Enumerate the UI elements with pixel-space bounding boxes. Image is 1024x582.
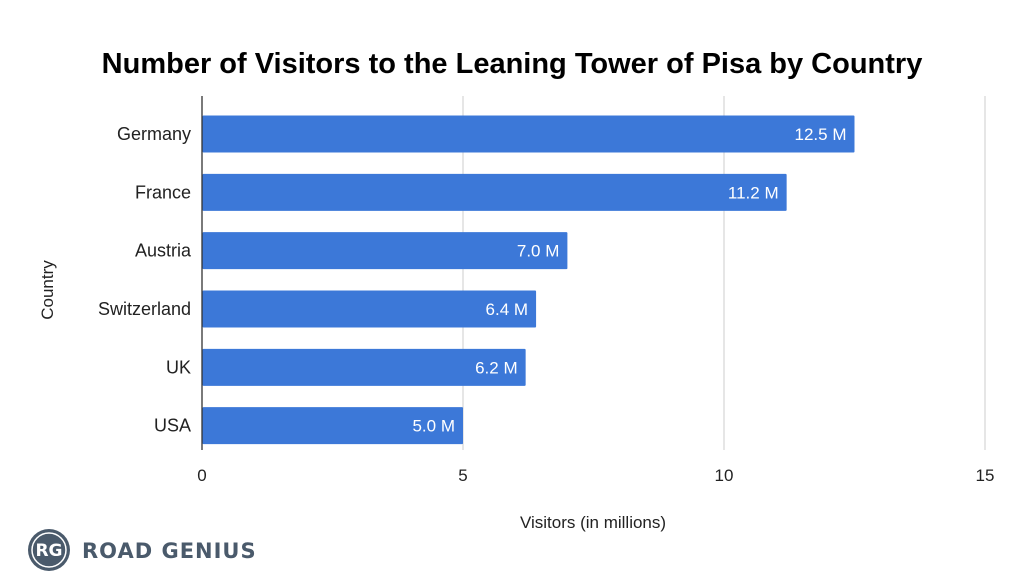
bar-austria	[202, 232, 568, 270]
category-label-usa: USA	[154, 416, 191, 436]
x-axis-title: Visitors (in millions)	[520, 513, 666, 532]
bar-uk	[202, 348, 526, 386]
category-label-switzerland: Switzerland	[98, 299, 191, 319]
x-tick-label: 15	[976, 466, 995, 485]
logo-wordmark: ROAD GENIUS	[82, 539, 257, 563]
x-tick-label: 5	[458, 466, 467, 485]
x-tick-label: 10	[715, 466, 734, 485]
bars	[202, 115, 855, 445]
category-label-germany: Germany	[117, 124, 191, 144]
road-genius-logo: RG ROAD GENIUS	[28, 529, 257, 571]
bar-germany	[202, 115, 855, 153]
category-label-austria: Austria	[135, 241, 192, 261]
data-label-uk: 6.2 M	[475, 358, 518, 377]
y-axis-title: Country	[38, 260, 57, 320]
bar-usa	[202, 407, 463, 445]
chart-title: Number of Visitors to the Leaning Tower …	[102, 48, 923, 80]
logo-badge	[28, 529, 70, 571]
bar-switzerland	[202, 290, 537, 328]
gridlines	[462, 96, 986, 450]
data-labels: 12.5 M 11.2 M 7.0 M 6.4 M 6.2 M 5.0 M	[412, 125, 846, 436]
data-label-switzerland: 6.4 M	[486, 300, 529, 319]
logo-monogram: RG	[35, 541, 62, 561]
x-tick-label: 0	[197, 466, 206, 485]
logo-badge-ring	[31, 532, 67, 568]
bar-france	[202, 173, 787, 211]
category-labels: Germany France Austria Switzerland UK USA	[98, 124, 192, 436]
data-label-france: 11.2 M	[728, 183, 779, 202]
x-tick-labels: 0 5 10 15	[197, 466, 994, 485]
data-label-usa: 5.0 M	[412, 417, 455, 436]
data-label-austria: 7.0 M	[517, 242, 560, 261]
category-label-france: France	[135, 182, 191, 202]
data-label-germany: 12.5 M	[795, 125, 847, 144]
category-label-uk: UK	[166, 357, 191, 377]
